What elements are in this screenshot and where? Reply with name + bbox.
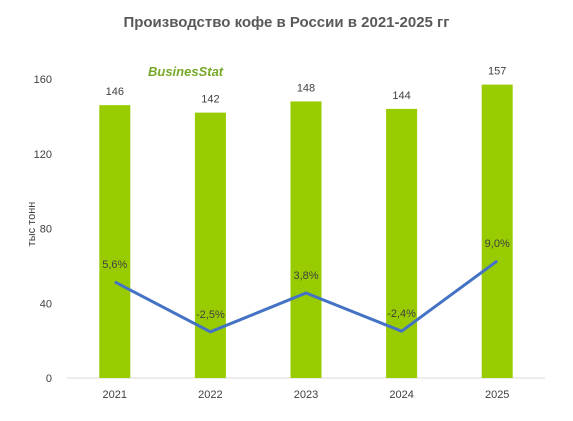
bar [290,101,322,379]
watermark-logo: BusinesStat [148,64,224,79]
bar-value-label: 157 [488,66,506,78]
growth-value-label: 3,8% [293,270,318,282]
bar-value-label: 146 [106,86,124,98]
growth-value-label: 5,6% [102,259,127,271]
watermark-text: BusinesStat [148,64,224,79]
bars [99,84,513,379]
x-tick-label: 2023 [294,389,318,401]
growth-value-label: -2,4% [387,308,416,320]
growth-value-label: -2,5% [196,309,225,321]
y-tick-label: 0 [46,373,52,385]
bar [386,108,418,379]
bar-value-label: 142 [201,94,219,106]
data-labels: 146 142 148 144 157 5,6% -2,5% 3,8% -2,4% 9,0% [102,66,510,321]
y-tick-label: 80 [40,224,52,236]
y-tick-label: 160 [34,74,52,86]
growth-line-path [114,259,499,334]
y-axis-label: тыс тонн [26,202,38,247]
x-tick-label: 2021 [103,389,127,401]
growth-value-label: 9,0% [485,238,510,250]
bar [194,112,226,378]
x-tick-label: 2022 [198,389,222,401]
bar-value-label: 148 [297,82,315,94]
bar [481,84,513,378]
growth-line [114,259,499,334]
x-tick-label: 2024 [389,389,413,401]
y-tick-label: 120 [34,149,52,161]
y-tick-label: 40 [40,298,52,310]
bar-value-label: 144 [392,90,410,102]
bar [99,105,131,378]
x-tick-label: 2025 [485,389,509,401]
chart-title: Производство кофе в России в 2021-2025 г… [123,14,450,31]
